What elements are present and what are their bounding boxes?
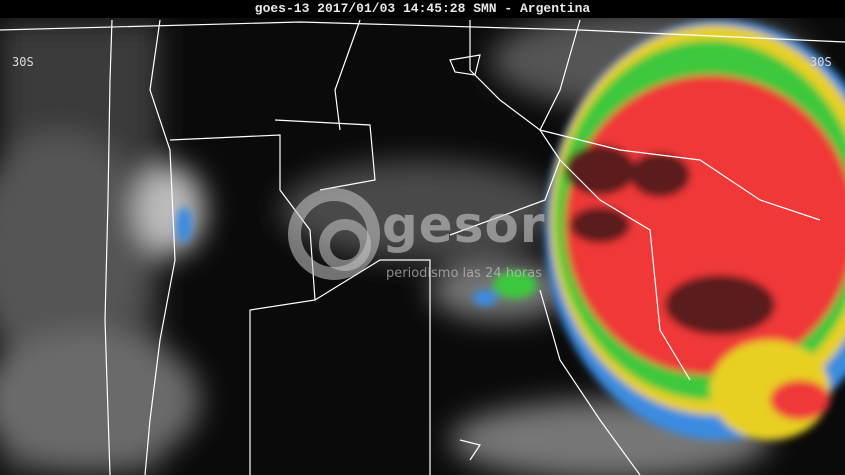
latitude-label-right: 30S — [810, 55, 832, 69]
image-title: goes-13 2017/01/03 14:45:28 SMN - Argent… — [0, 0, 845, 18]
storm-system — [176, 20, 845, 440]
country-borders — [0, 19, 845, 475]
latitude-label-left: 30S — [12, 55, 34, 69]
watermark-at-logo — [288, 188, 380, 280]
watermark-brand: gesor — [382, 196, 546, 254]
watermark-tagline: periodismo las 24 horas — [386, 266, 542, 281]
